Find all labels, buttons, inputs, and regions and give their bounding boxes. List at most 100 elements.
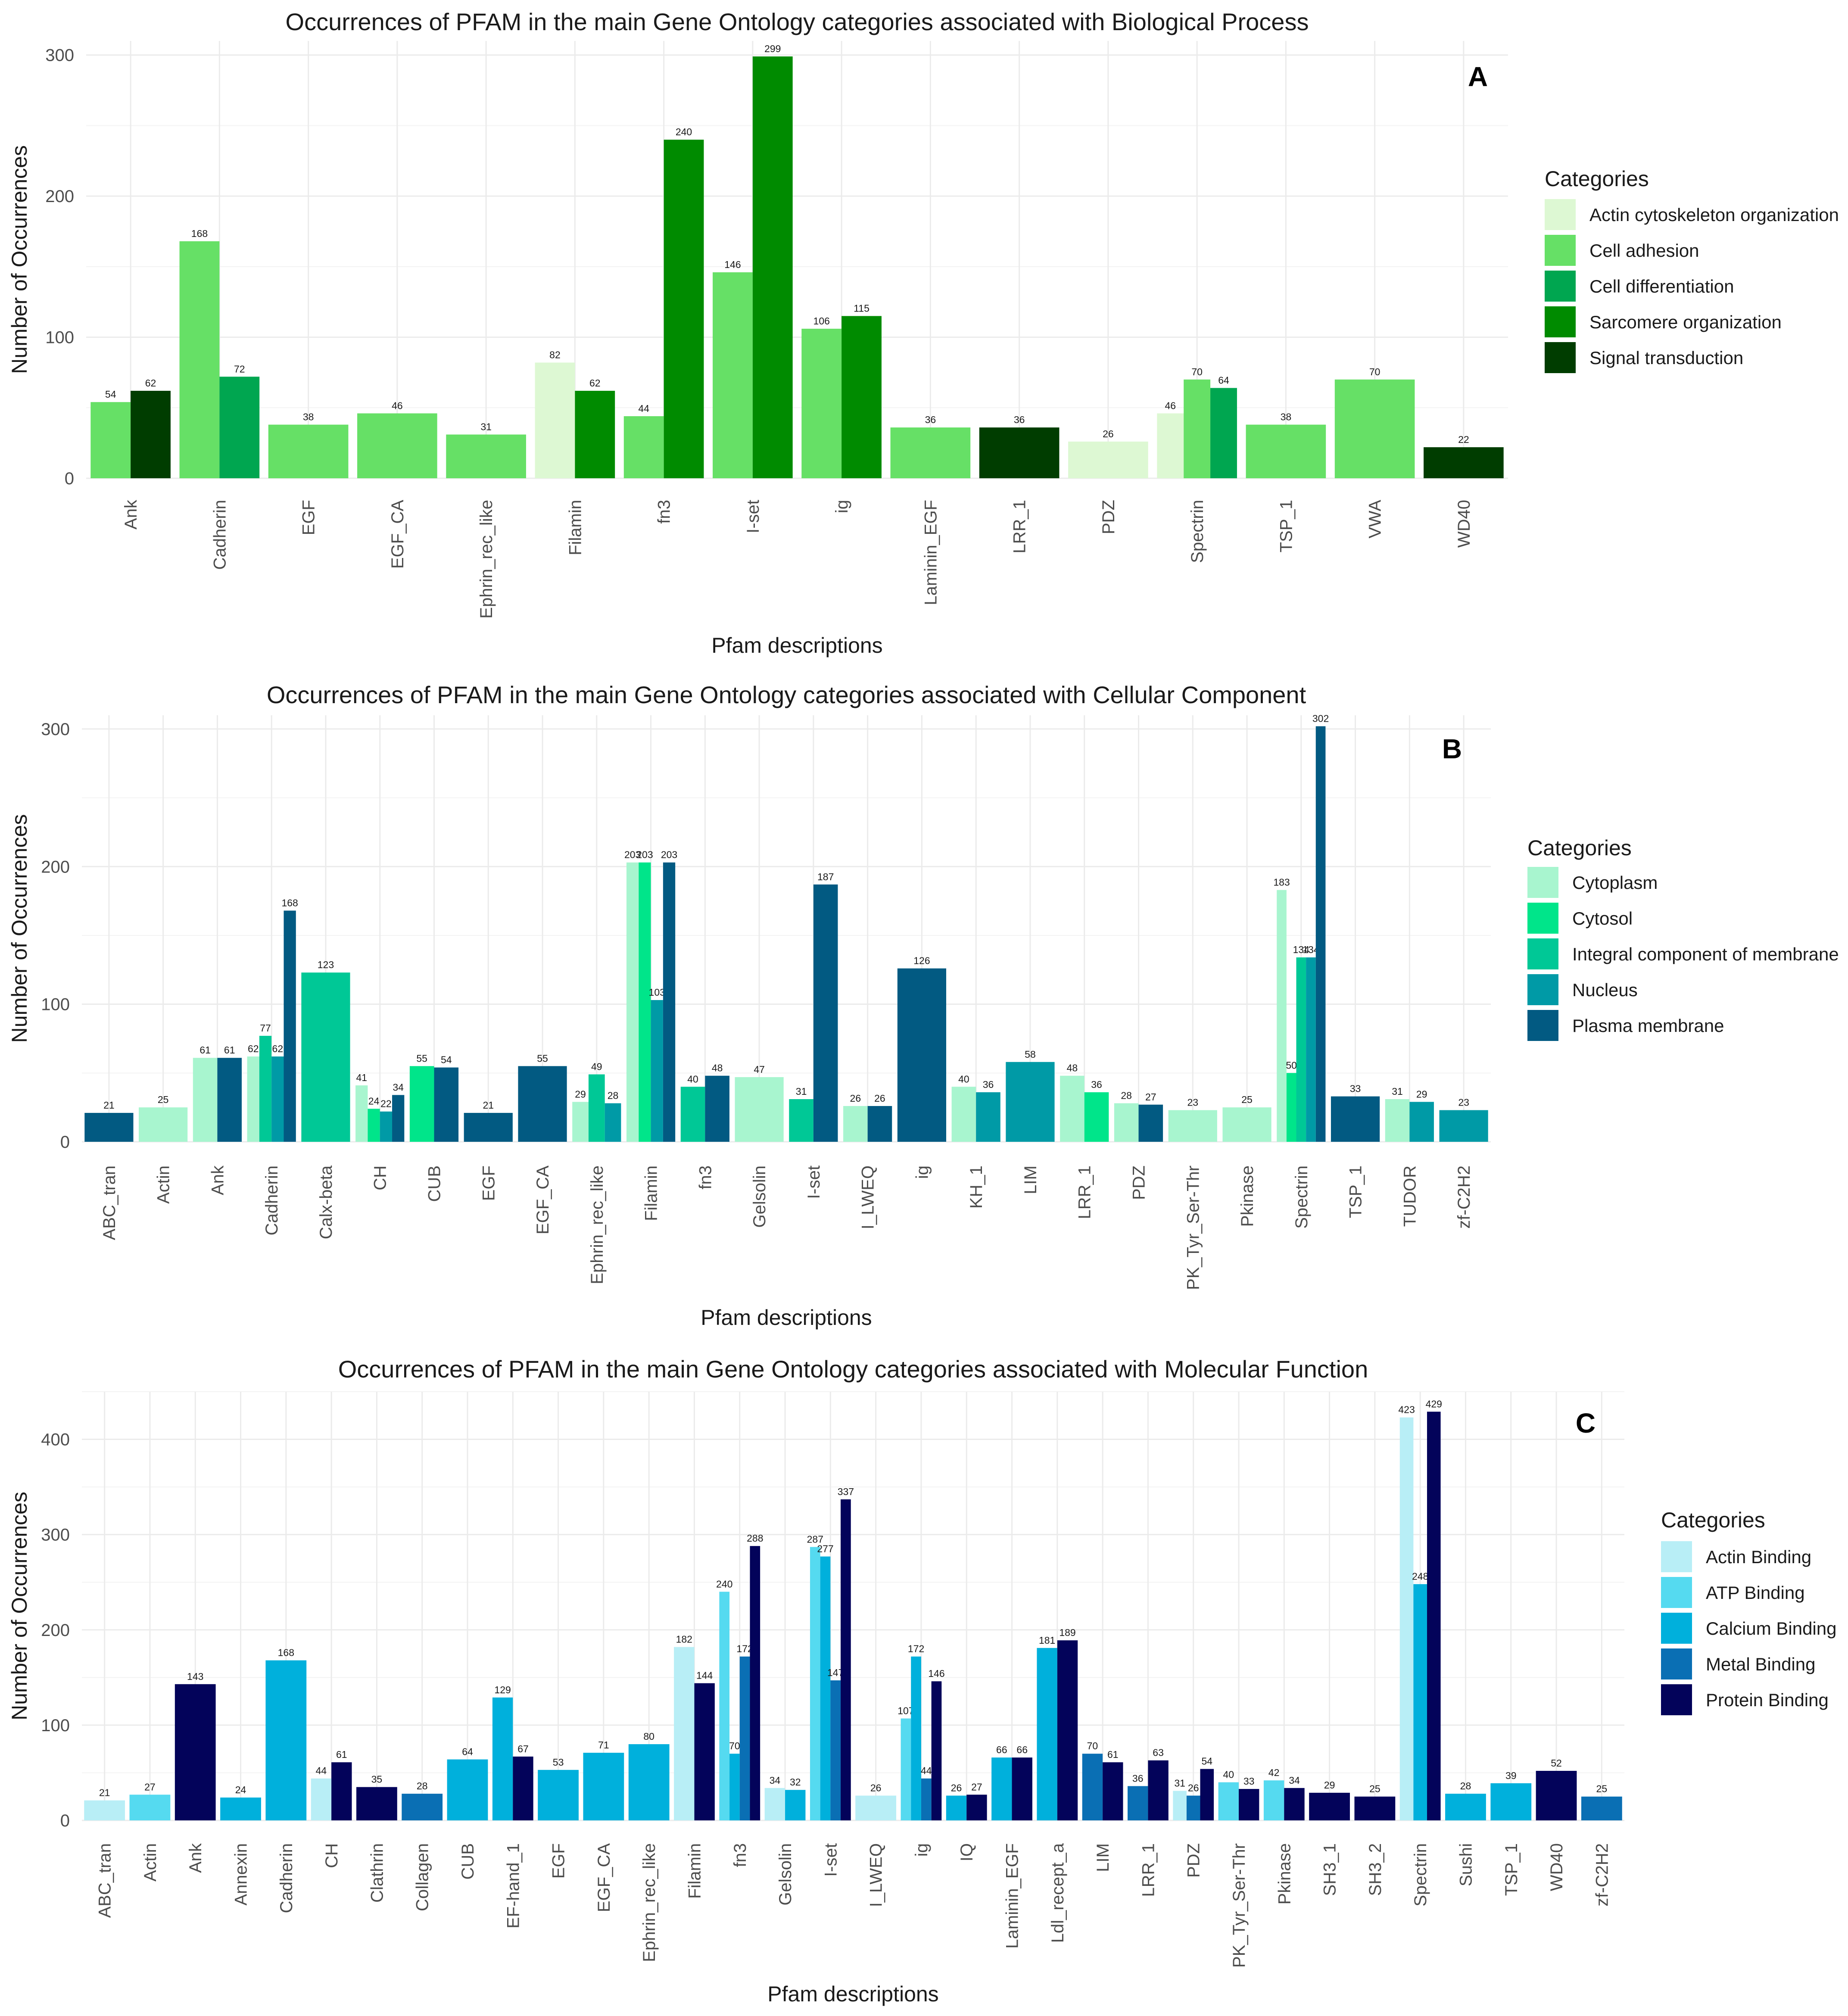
bar-ank-plasma-membrane bbox=[217, 1058, 242, 1142]
bar-ig-plasma-membrane bbox=[897, 968, 947, 1142]
bar-lim-metal-binding bbox=[1082, 1754, 1103, 1820]
value-label: 49 bbox=[591, 1061, 602, 1072]
x-tick-label: Ephrin_rec_like bbox=[640, 1843, 659, 1962]
bar-pk_tyr_ser-thr-atp-binding bbox=[1218, 1782, 1239, 1820]
value-label: 71 bbox=[598, 1739, 609, 1751]
bar-fn3-calcium-binding bbox=[729, 1754, 740, 1820]
x-tick-label: Ephrin_rec_like bbox=[588, 1165, 607, 1284]
x-tick-label: Actin bbox=[141, 1843, 160, 1882]
bar-cub-cytosol bbox=[409, 1066, 434, 1142]
x-tick-label: Actin bbox=[154, 1165, 173, 1204]
value-label: 168 bbox=[281, 897, 298, 908]
bar-collagen-metal-binding bbox=[402, 1794, 443, 1820]
x-tick-label: I-set bbox=[821, 1843, 840, 1877]
bar-gelsolin-actin-binding bbox=[764, 1788, 785, 1820]
bar-ank-cell-adhesion bbox=[90, 402, 131, 478]
bar-lrr_1-cytosol bbox=[1084, 1092, 1109, 1142]
value-label: 55 bbox=[416, 1053, 427, 1064]
y-axis-title: Number of Occurrences bbox=[7, 1492, 31, 1720]
value-label: 70 bbox=[729, 1740, 740, 1751]
x-tick-label: EGF bbox=[299, 500, 318, 535]
y-tick-label: 200 bbox=[41, 857, 70, 876]
value-label: 40 bbox=[958, 1073, 969, 1084]
x-tick-label: I-set bbox=[744, 500, 763, 533]
value-label: 123 bbox=[318, 959, 334, 970]
bar-spectrin-integral-component-of-membrane bbox=[1296, 957, 1306, 1142]
x-tick-label: Laminin_EGF bbox=[1003, 1843, 1022, 1949]
bar-sh3_1-protein-binding bbox=[1309, 1792, 1350, 1820]
value-label: 55 bbox=[537, 1053, 548, 1064]
bar-abc_tran-plasma-membrane bbox=[84, 1112, 134, 1142]
value-label: 134 bbox=[1293, 944, 1310, 955]
value-label: 31 bbox=[1174, 1777, 1185, 1789]
bar-pk_tyr_ser-thr-cytoplasm bbox=[1168, 1110, 1217, 1142]
bar-ch-actin-binding bbox=[311, 1778, 332, 1820]
bar-abc_tran-actin-binding bbox=[84, 1800, 125, 1820]
value-label: 46 bbox=[392, 400, 403, 411]
bar-cadherin-integral-component-of-membrane bbox=[259, 1036, 272, 1142]
x-axis-title: Pfam descriptions bbox=[767, 1982, 938, 2006]
value-label: 42 bbox=[1268, 1767, 1280, 1778]
x-tick-label: Pkinase bbox=[1275, 1843, 1294, 1904]
legend-label: Calcium Binding bbox=[1706, 1618, 1836, 1639]
value-label: 36 bbox=[1091, 1079, 1102, 1090]
value-label: 62 bbox=[272, 1043, 284, 1054]
value-label: 44 bbox=[638, 403, 649, 414]
value-label: 203 bbox=[636, 849, 653, 860]
bar-filamin-actin-binding bbox=[674, 1647, 695, 1820]
value-label: 48 bbox=[712, 1063, 723, 1074]
bar-zf-c2h2-metal-binding bbox=[1581, 1796, 1622, 1820]
value-label: 64 bbox=[1218, 374, 1229, 386]
value-label: 287 bbox=[807, 1533, 823, 1545]
value-label: 46 bbox=[1165, 400, 1176, 411]
x-tick-label: Gelsolin bbox=[750, 1165, 769, 1228]
x-tick-label: LIM bbox=[1021, 1165, 1040, 1194]
x-tick-label: Ank bbox=[208, 1165, 227, 1195]
value-label: 26 bbox=[870, 1782, 882, 1794]
value-label: 103 bbox=[649, 987, 665, 998]
bar-ch-cytoplasm bbox=[355, 1085, 368, 1142]
x-tick-label: Gelsolin bbox=[776, 1843, 795, 1906]
bar-i_lweq-actin-binding bbox=[855, 1795, 897, 1820]
x-tick-label: Spectrin bbox=[1411, 1843, 1430, 1907]
legend-swatch bbox=[1545, 342, 1576, 373]
value-label: 182 bbox=[676, 1634, 692, 1645]
x-tick-label: I_LWEQ bbox=[867, 1843, 886, 1907]
bar-spectrin-actin-cytoskeleton-organization bbox=[1157, 413, 1184, 478]
bar-zf-c2h2-nucleus bbox=[1439, 1110, 1488, 1142]
value-label: 61 bbox=[336, 1749, 347, 1760]
bar-spectrin-nucleus bbox=[1306, 957, 1316, 1142]
bar-cadherin-plasma-membrane bbox=[284, 910, 296, 1142]
bar-cadherin-calcium-binding bbox=[265, 1660, 307, 1820]
value-label: 40 bbox=[1223, 1769, 1234, 1780]
y-tick-label: 400 bbox=[41, 1430, 70, 1449]
x-tick-label: Annexin bbox=[232, 1843, 251, 1906]
y-axis-title: Number of Occurrences bbox=[7, 814, 31, 1043]
x-tick-label: Ank bbox=[186, 1843, 205, 1873]
bar-tudor-nucleus bbox=[1409, 1102, 1434, 1142]
bar-pdz-plasma-membrane bbox=[1138, 1104, 1163, 1142]
bar-laminin_egf-cell-adhesion bbox=[890, 427, 971, 478]
legend-label: ATP Binding bbox=[1706, 1583, 1805, 1603]
bar-ef-hand_1-calcium-binding bbox=[492, 1697, 513, 1820]
x-tick-label: ABC_tran bbox=[96, 1843, 115, 1918]
bar-filamin-protein-binding bbox=[694, 1683, 715, 1820]
legend-label: Cell adhesion bbox=[1589, 240, 1699, 261]
bar-fn3-plasma-membrane bbox=[705, 1075, 729, 1142]
bar-cub-plasma-membrane bbox=[434, 1067, 459, 1142]
value-label: 28 bbox=[608, 1090, 619, 1101]
bar-i_lweq-plasma-membrane bbox=[867, 1106, 892, 1142]
x-tick-label: EF-hand_1 bbox=[504, 1843, 523, 1929]
bar-fn3-integral-component-of-membrane bbox=[680, 1087, 705, 1142]
value-label: 54 bbox=[441, 1054, 452, 1066]
panel-letter: B bbox=[1442, 733, 1462, 764]
value-label: 277 bbox=[817, 1543, 833, 1555]
value-label: 33 bbox=[1350, 1083, 1361, 1094]
x-tick-label: fn3 bbox=[731, 1843, 750, 1867]
legend-label: Metal Binding bbox=[1706, 1654, 1815, 1674]
value-label: 50 bbox=[1286, 1059, 1297, 1071]
value-label: 25 bbox=[1596, 1783, 1608, 1795]
value-label: 39 bbox=[1505, 1770, 1517, 1781]
bar-laminin_egf-protein-binding bbox=[1012, 1757, 1032, 1820]
value-label: 29 bbox=[575, 1088, 586, 1100]
